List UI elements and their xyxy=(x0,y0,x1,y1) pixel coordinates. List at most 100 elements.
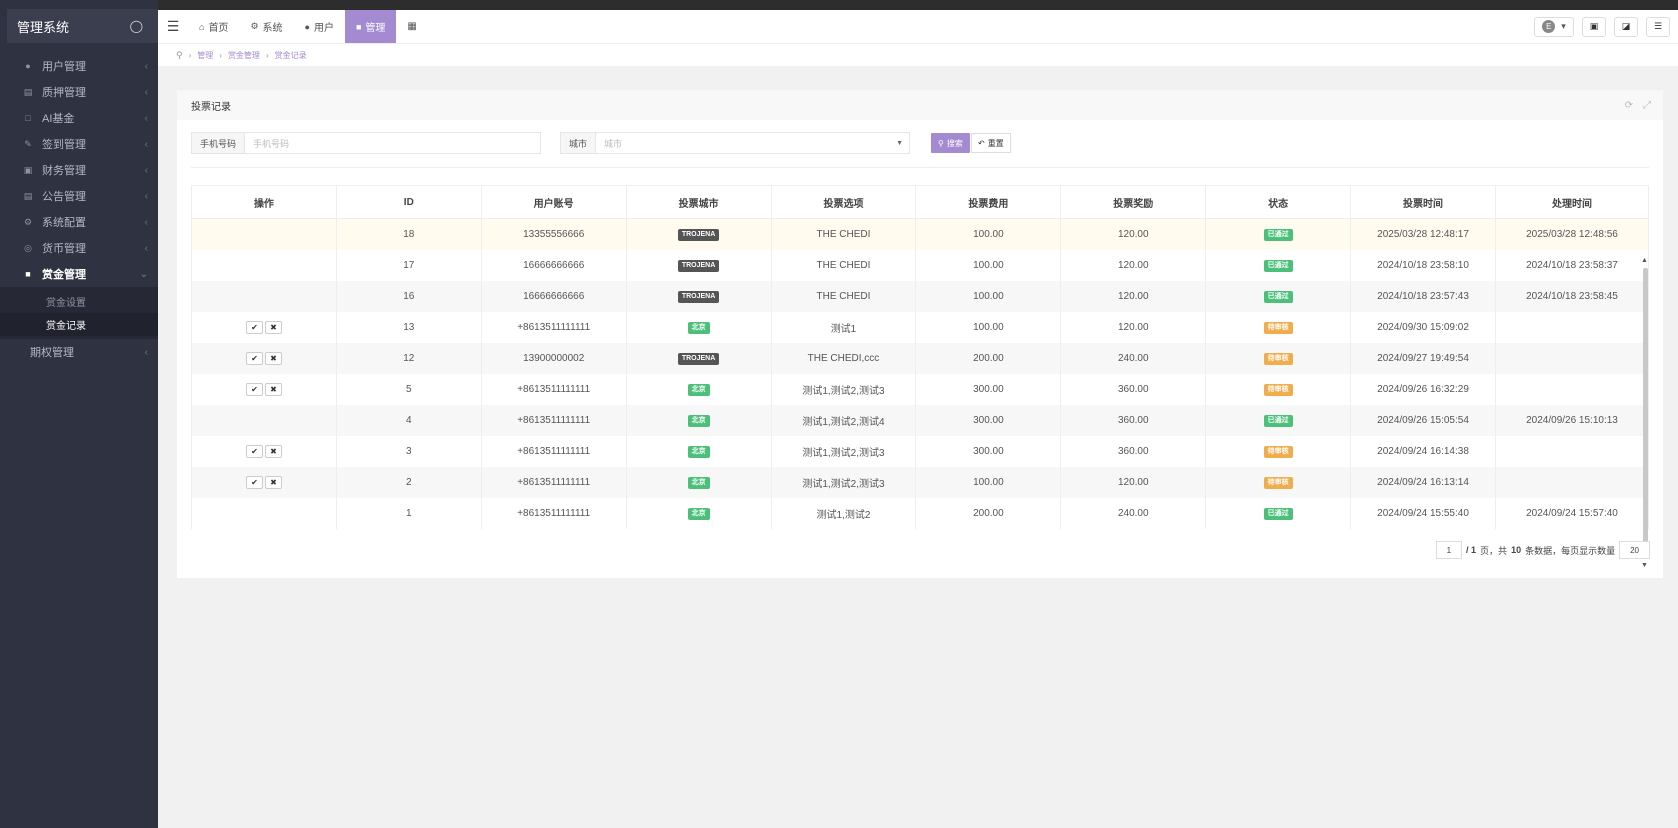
refresh-icon[interactable]: ⟳ xyxy=(1624,99,1633,111)
row-actions: ✔ ✖ xyxy=(245,475,282,489)
settings-panel-button[interactable]: ☰ xyxy=(1646,16,1670,37)
cell-id: 18 xyxy=(335,218,482,250)
reject-button[interactable]: ✖ xyxy=(264,351,282,365)
cell-account: +8613511111111 xyxy=(480,466,627,498)
cell-account: 16666666666 xyxy=(480,249,627,281)
sidebar-sub-bounty-records[interactable]: 赏金记录 xyxy=(0,313,158,336)
cell-fee: 300.00 xyxy=(915,435,1062,467)
sidebar-sub-bounty-settings[interactable]: 赏金设置 xyxy=(46,298,86,309)
cell-fee: 100.00 xyxy=(915,311,1062,343)
records-table: 操作 ID 用户账号 投票城市 投票选项 投票费用 投票奖励 状态 投票时间 处… xyxy=(191,185,1649,529)
cell-process-time xyxy=(1495,311,1649,343)
scroll-thumb[interactable] xyxy=(1643,268,1648,558)
approve-button[interactable]: ✔ xyxy=(245,320,263,334)
table-row: ✔ ✖ 3 +8613511111111 北京 测试1,测试2,测试3 300.00 360.… xyxy=(191,435,1649,467)
status-badge: 已通过 xyxy=(1263,507,1293,520)
sidebar-item-currency[interactable]: ◎ 货币管理 ‹ xyxy=(0,235,158,261)
tab-manage[interactable]: ■ 管理 xyxy=(344,10,397,43)
cell-option: 测试1,测试2,测试3 xyxy=(770,373,917,405)
menu-toggle-icon[interactable]: ☰ xyxy=(166,18,180,34)
col-header[interactable]: ID xyxy=(335,185,482,219)
cell-ops xyxy=(191,497,337,529)
sidebar-item-finance[interactable]: ▣ 财务管理 ‹ xyxy=(23,164,148,178)
cell-account: +8613511111111 xyxy=(480,404,627,436)
table-row: ✔ ✖ 5 +8613511111111 北京 测试1,测试2,测试3 300.00 360.… xyxy=(191,373,1649,405)
pagination: 1 / 1 页，共 10 条数据，每页显示数量 20 xyxy=(1435,541,1650,559)
tab-user[interactable]: ● 用户 xyxy=(304,21,334,35)
reset-button[interactable]: ↶ 重置 xyxy=(971,133,1011,153)
theme-drop-icon[interactable]: ◯ xyxy=(129,19,143,33)
reject-button[interactable]: ✖ xyxy=(264,382,282,396)
sidebar-header: 管理系统 ◯ xyxy=(7,9,158,43)
col-header: 状态 xyxy=(1205,185,1352,219)
monitor-icon: □ xyxy=(25,113,31,123)
tab-home[interactable]: ⌂ 首页 xyxy=(199,21,229,35)
cell-fee: 100.00 xyxy=(915,466,1062,498)
reject-button[interactable]: ✖ xyxy=(264,444,282,458)
sidebar-item-notice[interactable]: ▤ 公告管理 ‹ xyxy=(23,190,148,204)
page-input[interactable]: 1 xyxy=(1435,541,1463,559)
background-strip xyxy=(158,0,1678,10)
cell-city: TROJENA xyxy=(625,280,772,312)
tab-system[interactable]: ⚙ 系统 xyxy=(250,21,283,34)
cell-reward: 240.00 xyxy=(1060,497,1207,529)
cell-option: 测试1,测试2 xyxy=(770,497,917,529)
sidebar-item-users[interactable]: ● 用户管理 ‹ xyxy=(0,53,158,79)
edit-icon: ✎ xyxy=(24,138,32,149)
cell-city: 北京 xyxy=(625,435,772,467)
cell-account: +8613511111111 xyxy=(480,373,627,405)
approve-button[interactable]: ✔ xyxy=(245,475,263,489)
sidebar-item-bounty[interactable]: ■ 赏金管理 ⌄ xyxy=(0,261,158,287)
cell-city: 北京 xyxy=(625,404,772,436)
reject-button[interactable]: ✖ xyxy=(264,320,282,334)
chevron-left-icon: ‹ xyxy=(144,190,148,202)
chevron-left-icon: ‹ xyxy=(144,242,148,254)
location-pin-icon: ⚲ xyxy=(176,49,183,60)
cell-vote-time: 2024/09/27 19:49:54 xyxy=(1350,342,1496,374)
cell-status: 待审核 xyxy=(1205,342,1352,374)
page-size-input[interactable]: 20 xyxy=(1619,541,1650,559)
approve-button[interactable]: ✔ xyxy=(245,382,263,396)
breadcrumb-manage[interactable]: 管理 xyxy=(197,50,214,60)
table-scrollbar[interactable]: ▲ ▼ xyxy=(1641,257,1649,569)
city-badge: 北京 xyxy=(687,507,710,520)
scroll-down-icon[interactable]: ▼ xyxy=(1641,562,1648,569)
status-badge: 待审核 xyxy=(1263,476,1293,489)
city-select[interactable]: 城市 ▼ xyxy=(596,133,909,153)
breadcrumb-bounty[interactable]: 赏金管理 xyxy=(227,50,260,60)
cell-status: 待审核 xyxy=(1205,311,1352,343)
scroll-up-icon[interactable]: ▲ xyxy=(1641,257,1648,264)
approve-button[interactable]: ✔ xyxy=(245,351,263,365)
sidebar-item-config[interactable]: ⚙ 系统配置 ‹ xyxy=(23,216,148,230)
cell-status: 已通过 xyxy=(1205,218,1352,250)
cell-vote-time: 2024/09/26 16:32:29 xyxy=(1350,373,1496,405)
tab-grid[interactable]: ▦ xyxy=(396,10,427,43)
list-icon: ☰ xyxy=(1653,21,1663,31)
sidebar-item-options[interactable]: 期权管理 ‹ xyxy=(30,346,148,360)
topbar-tools: E ▾ ▣ ◪ ☰ xyxy=(1534,10,1678,43)
trash-button[interactable]: ▣ xyxy=(1582,16,1606,37)
language-select[interactable]: E ▾ xyxy=(1534,16,1574,37)
sidebar-item-ai-fund[interactable]: □ AI基金 ‹ xyxy=(0,105,158,131)
sidebar-item-checkin[interactable]: ✎ 签到管理 ‹ xyxy=(0,131,158,157)
search-button[interactable]: ⚲ 搜索 xyxy=(931,133,970,153)
bag-icon: ■ xyxy=(355,21,362,32)
city-label: 城市 xyxy=(561,133,597,153)
approve-button[interactable]: ✔ xyxy=(245,444,263,458)
cell-ops: ✔ ✖ xyxy=(191,311,337,343)
fullscreen-button[interactable]: ◪ xyxy=(1614,16,1638,37)
status-badge: 待审核 xyxy=(1263,352,1293,365)
cell-ops xyxy=(191,280,337,312)
coin-icon: ◎ xyxy=(24,242,32,253)
reject-button[interactable]: ✖ xyxy=(264,475,282,489)
list-icon: ▤ xyxy=(23,86,33,97)
breadcrumb-records[interactable]: 赏金记录 xyxy=(274,50,307,60)
row-actions: ✔ ✖ xyxy=(245,382,282,396)
cell-vote-time: 2024/10/18 23:57:43 xyxy=(1350,280,1496,312)
expand-icon[interactable]: ⤢ xyxy=(1643,99,1651,111)
col-header: 用户账号 xyxy=(480,185,627,219)
sidebar-item-pledge[interactable]: ▤ 质押管理 ‹ xyxy=(23,86,148,100)
phone-input[interactable]: 手机号码 xyxy=(245,133,540,153)
city-badge: TROJENA xyxy=(677,259,720,272)
cell-account: +8613511111111 xyxy=(480,497,627,529)
